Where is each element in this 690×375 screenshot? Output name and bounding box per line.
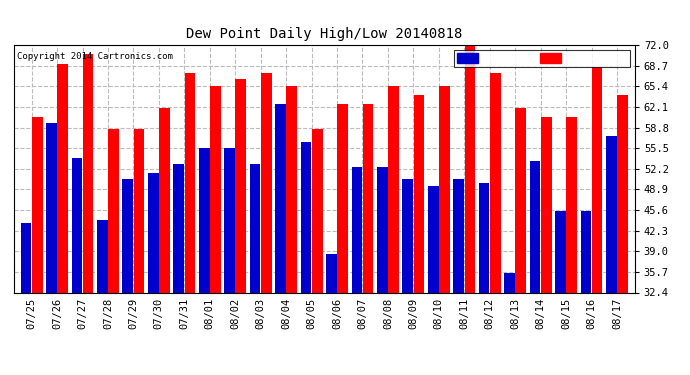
Bar — [210, 86, 221, 292]
Bar — [402, 179, 413, 292]
Bar — [351, 167, 362, 292]
Bar — [530, 160, 540, 292]
Bar — [326, 254, 337, 292]
Bar — [606, 136, 617, 292]
Bar — [83, 54, 93, 292]
Bar — [388, 86, 399, 292]
Bar — [555, 211, 566, 292]
Bar — [32, 117, 43, 292]
Bar — [21, 223, 31, 292]
Bar — [108, 129, 119, 292]
Bar — [275, 104, 286, 292]
Bar — [439, 86, 450, 292]
Bar — [235, 80, 246, 292]
Bar — [185, 73, 195, 292]
Bar — [413, 95, 424, 292]
Bar — [148, 173, 159, 292]
Bar — [250, 164, 260, 292]
Bar — [286, 86, 297, 292]
Bar — [363, 104, 373, 292]
Bar — [479, 183, 489, 292]
Bar — [377, 167, 388, 292]
Bar — [57, 64, 68, 292]
Bar — [199, 148, 210, 292]
Bar — [224, 148, 235, 292]
Bar — [123, 179, 133, 292]
Bar — [490, 73, 501, 292]
Bar — [173, 164, 184, 292]
Bar — [337, 104, 348, 292]
Legend: Low  (°F), High  (°F): Low (°F), High (°F) — [453, 50, 629, 67]
Bar — [618, 95, 628, 292]
Bar — [464, 42, 475, 292]
Bar — [428, 186, 439, 292]
Bar — [504, 273, 515, 292]
Bar — [97, 220, 108, 292]
Bar — [134, 129, 144, 292]
Bar — [592, 67, 602, 292]
Bar — [261, 73, 272, 292]
Text: Copyright 2014 Cartronics.com: Copyright 2014 Cartronics.com — [17, 53, 172, 62]
Bar — [72, 158, 82, 292]
Bar — [46, 123, 57, 292]
Bar — [580, 211, 591, 292]
Title: Dew Point Daily High/Low 20140818: Dew Point Daily High/Low 20140818 — [186, 27, 462, 41]
Bar — [453, 179, 464, 292]
Bar — [566, 117, 577, 292]
Bar — [515, 108, 526, 292]
Bar — [159, 108, 170, 292]
Bar — [541, 117, 551, 292]
Bar — [312, 129, 322, 292]
Bar — [301, 142, 311, 292]
